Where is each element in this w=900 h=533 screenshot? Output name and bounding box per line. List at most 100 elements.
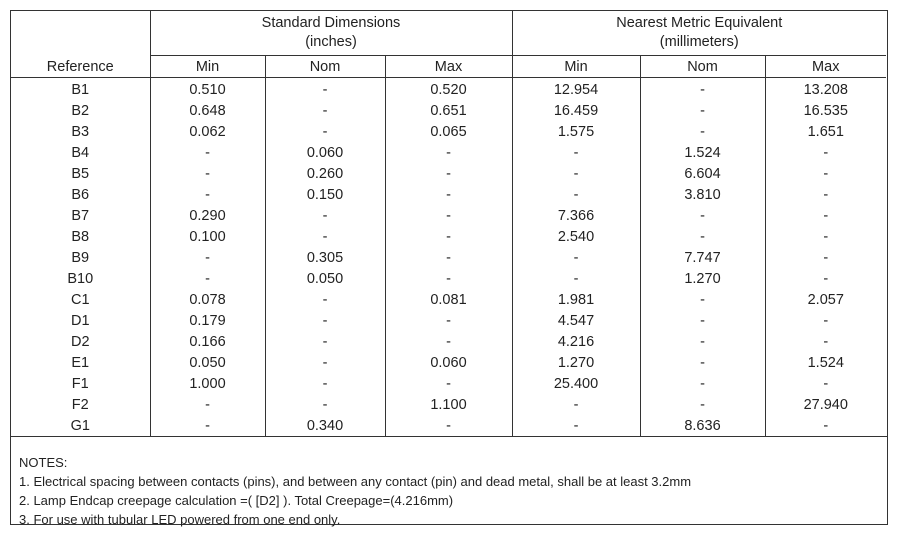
- reference-cell: D1: [70, 313, 90, 329]
- value-cell: -: [149, 248, 265, 269]
- reference-cell: B6: [71, 187, 90, 203]
- value-cell: -: [764, 311, 887, 332]
- note-item: 3. For use with tubular LED powered from…: [19, 512, 341, 527]
- table-row: F1 1.000- -25.400- -: [11, 374, 887, 395]
- reference-cell: F1: [71, 376, 89, 392]
- value-cell: 0.081: [384, 290, 512, 311]
- value-cell: -: [264, 311, 385, 332]
- column-header: Nom: [639, 55, 765, 78]
- value-cell: 0.050: [264, 269, 385, 290]
- value-cell: 6.604: [639, 164, 765, 185]
- value-cell: -: [384, 206, 512, 227]
- value-cell: -: [149, 269, 265, 290]
- note-item: 1. Electrical spacing between contacts (…: [19, 474, 692, 489]
- value-cell: -: [639, 227, 765, 248]
- value-cell: 3.810: [639, 185, 765, 206]
- value-cell: -: [384, 332, 512, 353]
- value-cell: -: [764, 374, 887, 395]
- value-cell: -: [639, 77, 765, 101]
- value-cell: -: [511, 395, 640, 416]
- value-cell: -: [511, 248, 640, 269]
- value-cell: -: [149, 185, 265, 206]
- value-cell: -: [764, 143, 887, 164]
- value-cell: -: [384, 416, 512, 437]
- note-item: 2. Lamp Endcap creepage calculation =( […: [19, 493, 454, 508]
- table-row: B2 0.648-0.651 16.459-16.535: [11, 101, 887, 122]
- table-row: G1-0.340- -8.636-: [11, 416, 887, 437]
- value-cell: -: [764, 248, 887, 269]
- value-cell: 0.062: [149, 122, 265, 143]
- value-cell: 8.636: [639, 416, 765, 437]
- value-cell: -: [384, 311, 512, 332]
- value-cell: -: [264, 374, 385, 395]
- group-title: Nearest Metric Equivalent: [616, 15, 783, 31]
- reference-cell: B3: [71, 124, 90, 140]
- value-cell: -: [639, 206, 765, 227]
- reference-cell: C1: [70, 292, 90, 308]
- value-cell: 2.540: [511, 227, 640, 248]
- value-cell: 0.260: [264, 164, 385, 185]
- value-cell: 0.290: [149, 206, 265, 227]
- table-row: B5-0.260- -6.604-: [11, 164, 887, 185]
- column-header: Min: [149, 55, 265, 78]
- notes: NOTES: 1. Electrical spacing between con…: [11, 436, 887, 527]
- value-cell: -: [511, 269, 640, 290]
- value-cell: 16.459: [511, 101, 640, 122]
- column-header: Nom: [264, 55, 385, 78]
- table-row: F2- -1.100- -27.940: [11, 395, 887, 416]
- value-cell: -: [264, 290, 385, 311]
- value-cell: 0.050: [149, 353, 265, 374]
- table-row: B9-0.305- -7.747-: [11, 248, 887, 269]
- column-header: Min: [511, 55, 640, 78]
- spec-table: Reference Standard Dimensions (inches) Ne…: [11, 11, 887, 437]
- value-cell: -: [264, 101, 385, 122]
- value-cell: -: [639, 101, 765, 122]
- value-cell: 0.065: [384, 122, 512, 143]
- value-cell: -: [264, 206, 385, 227]
- reference-cell: B5: [71, 166, 90, 182]
- column-header: Max: [764, 55, 887, 78]
- table-row: B7 0.290- -7.366- -: [11, 206, 887, 227]
- value-cell: -: [264, 395, 385, 416]
- table-row: D2 0.166- -4.216- -: [11, 332, 887, 353]
- value-cell: -: [511, 416, 640, 437]
- value-cell: -: [149, 143, 265, 164]
- value-cell: 0.510: [149, 77, 265, 101]
- reference-cell: E1: [71, 355, 90, 371]
- value-cell: -: [511, 143, 640, 164]
- notes-title: NOTES:: [19, 455, 68, 470]
- value-cell: 4.547: [511, 311, 640, 332]
- value-cell: 7.366: [511, 206, 640, 227]
- value-cell: 0.150: [264, 185, 385, 206]
- group-unit: (millimeters): [659, 34, 739, 50]
- reference-cell: D2: [70, 334, 90, 350]
- value-cell: -: [511, 185, 640, 206]
- value-cell: -: [639, 395, 765, 416]
- value-cell: 0.078: [149, 290, 265, 311]
- value-cell: -: [264, 332, 385, 353]
- value-cell: -: [384, 143, 512, 164]
- value-cell: 2.057: [764, 290, 887, 311]
- value-cell: 1.524: [639, 143, 765, 164]
- reference-cell: F2: [71, 397, 89, 413]
- reference-cell: B1: [71, 82, 90, 98]
- value-cell: 0.520: [384, 77, 512, 101]
- value-cell: -: [384, 185, 512, 206]
- table-row: D1 0.179- -4.547- -: [11, 311, 887, 332]
- value-cell: 0.340: [264, 416, 385, 437]
- value-cell: -: [639, 374, 765, 395]
- value-cell: -: [764, 416, 887, 437]
- table-row: E1 0.050-0.060 1.270-1.524: [11, 353, 887, 374]
- value-cell: 0.060: [384, 353, 512, 374]
- group-header: Nearest Metric Equivalent (millimeters): [511, 11, 887, 56]
- group-header: Standard Dimensions (inches): [149, 11, 512, 56]
- value-cell: 0.060: [264, 143, 385, 164]
- value-cell: -: [384, 227, 512, 248]
- reference-cell: B10: [67, 271, 94, 287]
- value-cell: -: [264, 77, 385, 101]
- value-cell: 25.400: [511, 374, 640, 395]
- value-cell: 1.575: [511, 122, 640, 143]
- subheader-row: Min Nom Max Min Nom Max: [11, 55, 887, 78]
- table-row: C1 0.078-0.081 1.981-2.057: [11, 290, 887, 311]
- value-cell: -: [764, 227, 887, 248]
